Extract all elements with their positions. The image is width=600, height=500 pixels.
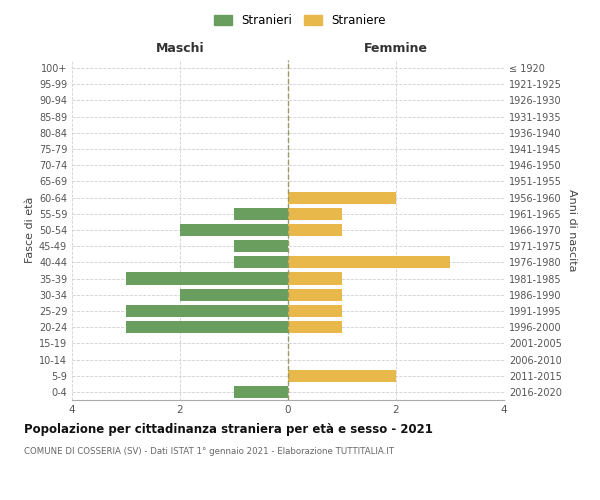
Bar [288,370,396,382]
Bar [288,305,342,317]
Bar [288,208,342,220]
Bar [126,321,288,333]
Bar [288,224,342,236]
Y-axis label: Fasce di età: Fasce di età [25,197,35,263]
Bar [180,288,288,301]
Bar [180,224,288,236]
Bar [234,208,288,220]
Bar [234,240,288,252]
Bar [234,386,288,398]
Bar [126,272,288,284]
Text: Popolazione per cittadinanza straniera per età e sesso - 2021: Popolazione per cittadinanza straniera p… [24,422,433,436]
Bar [288,256,450,268]
Legend: Stranieri, Straniere: Stranieri, Straniere [211,11,389,31]
Bar [288,192,396,203]
Y-axis label: Anni di nascita: Anni di nascita [567,188,577,271]
Bar [288,288,342,301]
Bar [288,321,342,333]
Text: COMUNE DI COSSERIA (SV) - Dati ISTAT 1° gennaio 2021 - Elaborazione TUTTITALIA.I: COMUNE DI COSSERIA (SV) - Dati ISTAT 1° … [24,448,394,456]
Bar [288,272,342,284]
Bar [234,256,288,268]
Bar [126,305,288,317]
